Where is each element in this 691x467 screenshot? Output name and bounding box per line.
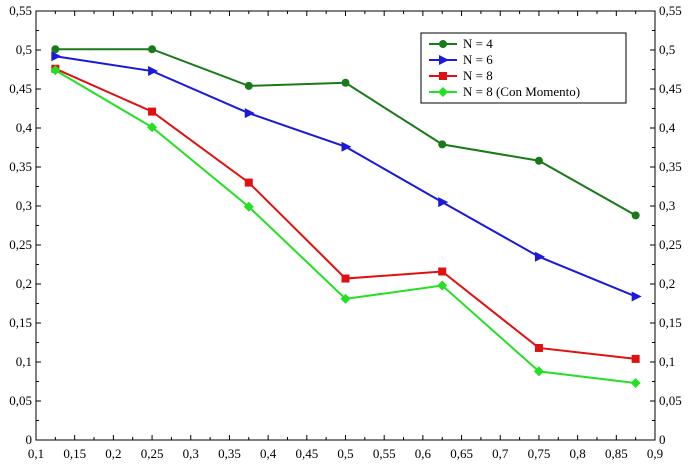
data-point [534, 251, 545, 262]
data-point [50, 65, 61, 76]
legend-item: N = 6 [429, 52, 493, 67]
x-tick-label: 0,75 [528, 446, 551, 461]
x-tick-label: 0,5 [337, 446, 353, 461]
y-tick-label-right: 0,1 [659, 354, 675, 369]
data-point [534, 156, 543, 165]
x-tick-label: 0,1 [28, 446, 44, 461]
data-point [534, 343, 543, 352]
legend-item: N = 8 [429, 68, 493, 83]
series [51, 64, 640, 363]
y-tick-label: 0,2 [16, 276, 32, 291]
y-tick-label: 0 [26, 432, 33, 447]
legend-label: N = 4 [463, 36, 493, 51]
data-point [148, 45, 157, 54]
y-tick-label: 0,05 [9, 393, 32, 408]
y-tick-label-right: 0,35 [659, 159, 682, 174]
x-tick-label: 0,35 [218, 446, 241, 461]
legend: N = 4N = 6N = 8N = 8 (Con Momento) [420, 32, 627, 104]
y-tick-label: 0,5 [16, 42, 32, 57]
series-line [54, 67, 636, 360]
series [51, 51, 642, 302]
legend-label: N = 6 [463, 52, 493, 67]
legend-item: N = 8 (Con Momento) [429, 84, 580, 99]
y-tick-label-right: 0 [659, 432, 666, 447]
y-tick-label: 0,3 [16, 198, 32, 213]
y-tick-label-right: 0,45 [659, 81, 682, 96]
data-point [438, 140, 447, 149]
legend-label: N = 8 (Con Momento) [463, 84, 580, 99]
y-tick-label: 0,45 [9, 81, 32, 96]
y-tick-label-right: 0,25 [659, 237, 682, 252]
data-point [437, 280, 448, 291]
y-tick-label: 0,35 [9, 159, 32, 174]
x-tick-label: 0,3 [183, 446, 199, 461]
legend-marker [438, 87, 448, 97]
data-point [631, 211, 640, 220]
data-point [438, 197, 449, 208]
x-tick-label: 0,4 [260, 446, 277, 461]
series [51, 45, 640, 220]
data-point [438, 267, 447, 276]
series-layer [50, 45, 642, 389]
data-point [631, 291, 642, 302]
y-tick-label-right: 0,5 [659, 42, 675, 57]
axes: 0,1 0,15 0,2 0,25 0,3 0,35 0,4 0,45 0,5 0,55 0,6 0,… [9, 3, 682, 461]
x-tick-label: 0,25 [141, 446, 164, 461]
y-tick-label: 0,4 [16, 120, 33, 135]
legend-label: N = 8 [463, 68, 493, 83]
data-point [51, 51, 62, 62]
data-point [341, 78, 350, 87]
data-point [51, 45, 60, 54]
y-tick-label-right: 0,55 [659, 3, 682, 18]
data-point [147, 122, 158, 133]
series [50, 65, 641, 389]
data-point [243, 201, 254, 212]
data-point [244, 108, 255, 119]
data-point [533, 366, 544, 377]
x-tick-label: 0,6 [415, 446, 432, 461]
data-point [148, 107, 157, 116]
y-tick-label-right: 0,3 [659, 198, 675, 213]
data-point [630, 378, 641, 389]
x-tick-label: 0,65 [450, 446, 473, 461]
legend-item: N = 4 [429, 36, 493, 51]
data-point [244, 81, 253, 90]
x-tick-label: 0,9 [647, 446, 663, 461]
y-tick-label-right: 0,2 [659, 276, 675, 291]
x-tick-label: 0,55 [373, 446, 396, 461]
y-tick-label-right: 0,15 [659, 315, 682, 330]
legend-marker [439, 40, 447, 48]
y-tick-label: 0,55 [9, 3, 32, 18]
y-tick-label: 0,1 [16, 354, 32, 369]
legend-marker [439, 72, 447, 80]
x-tick-label: 0,8 [570, 446, 586, 461]
x-tick-label: 0,15 [63, 446, 86, 461]
data-point [341, 141, 352, 152]
y-tick-label: 0,25 [9, 237, 32, 252]
x-tick-label: 0,45 [295, 446, 318, 461]
x-tick-label: 0,2 [105, 446, 121, 461]
series-line [54, 69, 636, 385]
data-point [340, 293, 351, 304]
y-tick-label-right: 0,4 [659, 120, 676, 135]
data-point [148, 66, 159, 77]
data-point [341, 274, 350, 283]
y-tick-label: 0,15 [9, 315, 32, 330]
data-point [244, 178, 253, 187]
x-tick-label: 0,7 [492, 446, 509, 461]
x-tick-label: 0,85 [605, 446, 628, 461]
data-point [631, 354, 640, 363]
y-tick-label-right: 0,05 [659, 393, 682, 408]
legend-marker [439, 55, 449, 65]
